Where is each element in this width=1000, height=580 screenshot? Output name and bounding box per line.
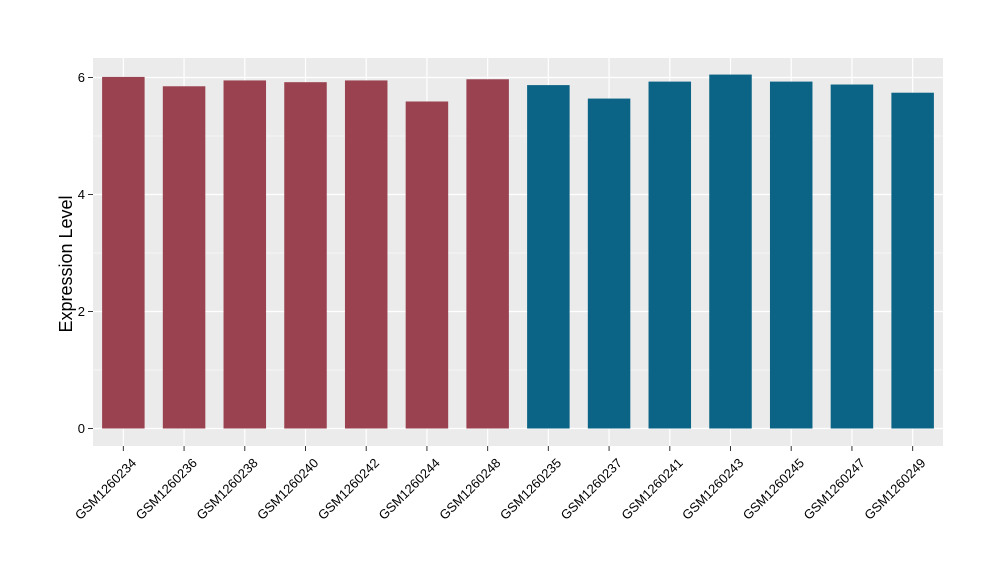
bar-GSM1260234 <box>102 76 145 429</box>
bar-GSM1260247 <box>830 84 874 429</box>
bars <box>102 74 934 429</box>
plot-panel <box>93 58 943 446</box>
bar-GSM1260245 <box>769 81 813 429</box>
x-tick-label: GSM1260234 <box>72 455 139 522</box>
x-tick-label: GSM1260236 <box>133 455 200 522</box>
bar-GSM1260240 <box>284 82 327 429</box>
x-tick-label: GSM1260247 <box>800 455 867 522</box>
bar-GSM1260249 <box>891 92 934 429</box>
x-tick-label: GSM1260237 <box>558 455 625 522</box>
bar-GSM1260244 <box>405 101 449 429</box>
x-tick-label: GSM1260243 <box>679 455 746 522</box>
bar-GSM1260248 <box>466 79 509 429</box>
y-tick-label: 4 <box>78 187 85 202</box>
x-tick-label: GSM1260244 <box>375 455 442 522</box>
bar-GSM1260236 <box>162 86 206 429</box>
bar-GSM1260238 <box>223 80 267 429</box>
bar-GSM1260243 <box>709 74 752 429</box>
bar-GSM1260242 <box>344 80 388 429</box>
y-tick-label: 6 <box>78 70 85 85</box>
x-tick-label: GSM1260235 <box>497 455 564 522</box>
x-axis: GSM1260234GSM1260236GSM1260238GSM1260240… <box>72 446 929 523</box>
y-axis-title: Expression Level <box>56 195 76 332</box>
x-tick-label: GSM1260241 <box>618 455 685 522</box>
x-tick-label: GSM1260240 <box>254 455 321 522</box>
x-tick-label: GSM1260249 <box>861 455 928 522</box>
bar-GSM1260237 <box>587 98 631 429</box>
bar-GSM1260235 <box>527 85 570 429</box>
x-tick-label: GSM1260245 <box>740 455 807 522</box>
y-tick-label: 2 <box>78 304 85 319</box>
x-tick-label: GSM1260238 <box>193 455 260 522</box>
bar-GSM1260241 <box>648 81 692 429</box>
x-tick-label: GSM1260242 <box>315 455 382 522</box>
x-tick-label: GSM1260248 <box>436 455 503 522</box>
y-tick-label: 0 <box>78 421 85 436</box>
y-axis: 0 2 4 6 <box>78 70 93 436</box>
